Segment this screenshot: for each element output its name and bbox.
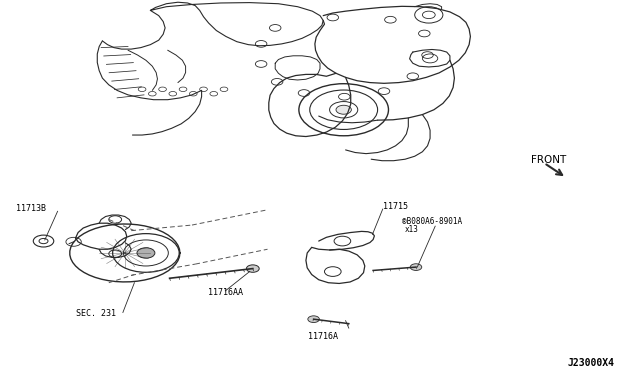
Text: 11716AA: 11716AA	[208, 288, 243, 296]
Text: FRONT: FRONT	[531, 155, 566, 165]
Text: 11713B: 11713B	[16, 204, 46, 213]
Text: 11716A: 11716A	[308, 332, 338, 341]
Text: 11715: 11715	[383, 202, 408, 211]
Circle shape	[246, 265, 259, 272]
Circle shape	[308, 316, 319, 323]
Circle shape	[410, 264, 422, 270]
Text: ®B080A6-8901A: ®B080A6-8901A	[402, 217, 462, 226]
Text: J23000X4: J23000X4	[568, 358, 614, 368]
Text: x13: x13	[405, 225, 419, 234]
Text: SEC. 231: SEC. 231	[76, 309, 116, 318]
Circle shape	[137, 248, 155, 258]
Circle shape	[336, 105, 351, 114]
